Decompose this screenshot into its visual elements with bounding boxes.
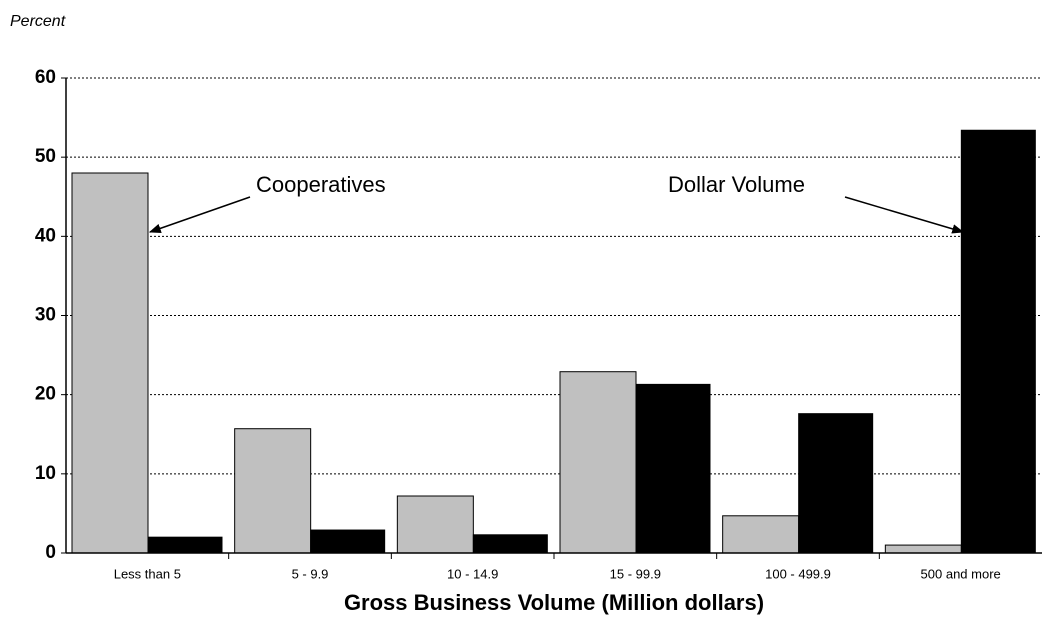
annotation-arrow	[844, 196, 965, 234]
x-tick-label: 500 and more	[921, 566, 1001, 581]
annotation-arrow	[148, 196, 251, 233]
bar	[71, 172, 149, 554]
x-axis-title: Gross Business Volume (Million dollars)	[344, 590, 764, 615]
x-tick-label: 15 - 99.9	[610, 566, 661, 581]
bar	[884, 544, 962, 554]
bar	[722, 515, 800, 554]
y-tick-label: 50	[35, 146, 56, 167]
bar	[635, 383, 711, 554]
bar	[960, 129, 1036, 554]
y-tick-label: 40	[35, 225, 56, 246]
y-tick-label: 60	[35, 67, 56, 88]
bar	[798, 413, 874, 554]
bar	[234, 428, 312, 554]
y-tick-label: 10	[35, 463, 56, 484]
y-tick-label: 0	[45, 542, 56, 563]
bar	[396, 495, 474, 554]
x-tick-label: 100 - 499.9	[765, 566, 831, 581]
bar	[472, 534, 548, 554]
y-axis-title: Percent	[10, 13, 66, 30]
bar	[147, 536, 223, 554]
y-tick-label: 30	[35, 305, 56, 326]
series-annotation: Cooperatives	[256, 172, 386, 197]
bar	[310, 529, 386, 554]
y-tick-label: 20	[35, 384, 56, 405]
series-annotation: Dollar Volume	[668, 172, 805, 197]
bar	[559, 371, 637, 554]
x-tick-label: 5 - 9.9	[292, 566, 329, 581]
x-tick-label: Less than 5	[114, 566, 181, 581]
x-tick-label: 10 - 14.9	[447, 566, 498, 581]
